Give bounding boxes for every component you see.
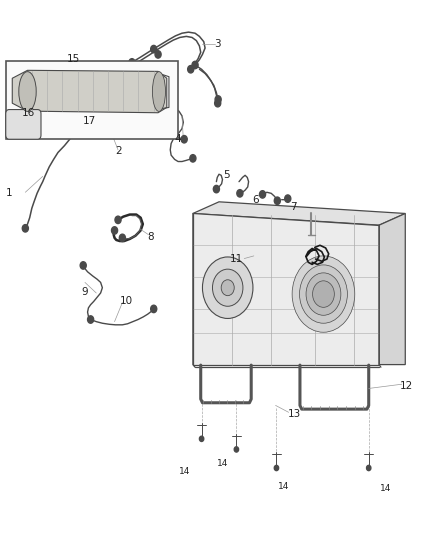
Circle shape xyxy=(155,51,161,58)
Text: 9: 9 xyxy=(82,287,88,297)
Ellipse shape xyxy=(19,71,36,111)
Text: 7: 7 xyxy=(290,202,297,212)
Circle shape xyxy=(199,436,204,441)
Text: 14: 14 xyxy=(217,459,228,469)
Circle shape xyxy=(22,224,28,232)
Circle shape xyxy=(213,185,219,193)
Circle shape xyxy=(187,66,194,73)
Circle shape xyxy=(202,257,253,318)
Circle shape xyxy=(237,190,243,197)
Circle shape xyxy=(292,256,355,332)
Circle shape xyxy=(99,116,105,123)
Circle shape xyxy=(313,281,334,308)
Circle shape xyxy=(367,465,371,471)
Circle shape xyxy=(88,316,94,323)
Circle shape xyxy=(95,113,101,120)
Circle shape xyxy=(80,262,86,269)
Circle shape xyxy=(129,59,135,66)
Circle shape xyxy=(71,109,75,114)
Circle shape xyxy=(99,109,104,114)
Text: 11: 11 xyxy=(230,254,243,263)
Circle shape xyxy=(234,447,239,452)
Text: 1: 1 xyxy=(6,188,12,198)
Circle shape xyxy=(215,96,221,103)
Circle shape xyxy=(192,61,198,69)
Circle shape xyxy=(212,269,243,306)
Text: 16: 16 xyxy=(22,108,35,118)
Circle shape xyxy=(190,155,196,162)
Circle shape xyxy=(129,63,135,71)
Text: 3: 3 xyxy=(215,39,221,49)
Text: 14: 14 xyxy=(278,482,289,491)
Ellipse shape xyxy=(152,71,166,111)
Text: 12: 12 xyxy=(400,381,413,391)
Circle shape xyxy=(215,100,221,107)
Polygon shape xyxy=(12,70,167,113)
FancyBboxPatch shape xyxy=(6,110,41,139)
Text: 2: 2 xyxy=(116,146,122,156)
Circle shape xyxy=(166,104,172,111)
Circle shape xyxy=(221,280,234,296)
Text: 4: 4 xyxy=(174,134,181,144)
Text: 6: 6 xyxy=(252,195,259,205)
Circle shape xyxy=(56,109,60,114)
Circle shape xyxy=(259,191,265,198)
Circle shape xyxy=(306,273,341,316)
Circle shape xyxy=(112,227,117,234)
Polygon shape xyxy=(379,214,405,365)
Text: 15: 15 xyxy=(67,54,80,63)
Circle shape xyxy=(115,216,121,223)
Circle shape xyxy=(285,195,291,203)
Circle shape xyxy=(181,135,187,143)
Polygon shape xyxy=(193,202,405,225)
Text: 8: 8 xyxy=(148,232,154,242)
Polygon shape xyxy=(193,214,379,365)
Text: 14: 14 xyxy=(380,483,391,492)
Text: 13: 13 xyxy=(288,409,301,419)
Circle shape xyxy=(151,45,157,53)
Text: 14: 14 xyxy=(179,467,190,476)
Circle shape xyxy=(274,197,280,205)
Circle shape xyxy=(119,234,125,241)
Text: 5: 5 xyxy=(223,171,230,180)
Text: 17: 17 xyxy=(83,116,96,126)
Circle shape xyxy=(274,465,279,471)
Circle shape xyxy=(151,305,157,313)
Circle shape xyxy=(300,265,347,323)
Text: 10: 10 xyxy=(120,296,133,306)
FancyBboxPatch shape xyxy=(6,61,178,139)
